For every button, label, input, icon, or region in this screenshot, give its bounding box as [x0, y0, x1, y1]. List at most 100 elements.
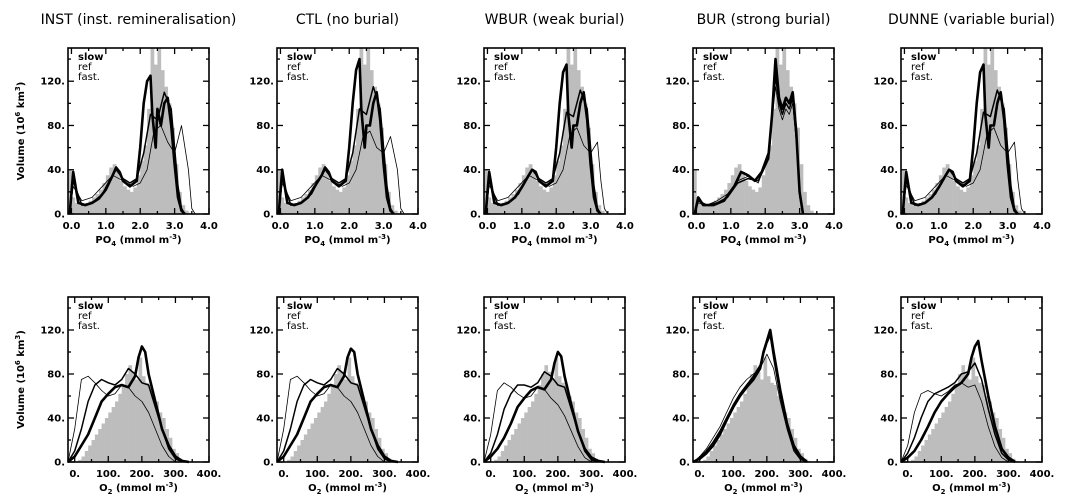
histogram-bar — [743, 393, 748, 462]
legend-entry: fast. — [703, 72, 725, 83]
legend-entry: fast. — [78, 321, 100, 332]
histogram-bar — [347, 357, 352, 462]
histogram-bar — [81, 456, 86, 462]
histogram-bar — [290, 205, 295, 214]
histogram-bar — [364, 401, 368, 462]
histogram-bar — [125, 374, 129, 462]
histogram-bar — [949, 171, 953, 214]
histogram-bar — [497, 456, 502, 462]
histogram-bar — [921, 200, 926, 214]
histogram-bar — [342, 187, 347, 214]
histogram-bar — [600, 210, 605, 214]
plot-frame — [67, 296, 210, 463]
histogram-bar — [344, 379, 348, 462]
x-axis-label: PO4 (mmol m-3) — [95, 233, 181, 248]
x-tick-label: 3.0 — [166, 221, 184, 232]
histogram-bar — [696, 197, 701, 214]
histogram-bar — [369, 70, 374, 214]
histogram-bar — [746, 385, 751, 462]
x-axis-label: PO4 (mmol m-3) — [511, 233, 597, 248]
histogram-bar — [320, 407, 325, 462]
series-line-fast — [900, 382, 1009, 463]
histogram-bar — [352, 145, 357, 214]
series-line-fast — [276, 375, 385, 463]
panel-title: INST (inst. remineralisation) — [41, 12, 237, 28]
histogram-bar — [763, 357, 768, 462]
x-tick-label: 0.0 — [688, 221, 706, 232]
histogram-bar — [547, 371, 552, 462]
x-tick-label: 3.0 — [375, 221, 393, 232]
histogram-bar — [155, 401, 159, 462]
histogram-bar — [294, 202, 298, 214]
series-line-fast — [902, 127, 1026, 215]
series-line-ref — [901, 89, 1019, 215]
series-line-ref — [277, 85, 395, 215]
plot-frame — [692, 47, 835, 215]
y-tick-label: 120. — [665, 326, 690, 337]
x-tick-label: 0.0 — [63, 221, 81, 232]
histogram-bar — [789, 86, 794, 214]
y-tick-label: 0. — [887, 210, 898, 221]
histogram-bar — [297, 445, 301, 462]
y-tick-label: 120. — [456, 77, 481, 88]
histogram-bar — [135, 379, 139, 462]
histogram-bar — [981, 385, 986, 462]
histogram-bar — [799, 164, 804, 214]
y-tick-label: 80. — [880, 370, 898, 381]
histogram-bar — [775, 48, 780, 214]
histogram-bar — [340, 371, 345, 462]
histogram-bar — [945, 164, 950, 214]
y-tick-label: 120. — [40, 326, 65, 337]
histogram-bar — [136, 175, 141, 214]
histogram-bar — [487, 197, 492, 214]
histogram-bar — [148, 385, 153, 462]
histogram-bar — [504, 200, 509, 214]
histogram-bar — [730, 175, 735, 214]
legend-entry: fast. — [911, 321, 933, 332]
histogram-bar — [167, 103, 172, 214]
histogram-bar — [990, 48, 995, 214]
y-tick-label: 80. — [256, 370, 274, 381]
histogram-bar — [92, 197, 96, 214]
series-line-fast — [278, 130, 405, 215]
x-tick-label: 0. — [69, 469, 80, 480]
histogram-bar — [520, 418, 525, 462]
histogram-bar — [121, 385, 126, 462]
histogram-bar — [918, 202, 922, 214]
histogram-bar — [727, 183, 732, 214]
histogram-bar — [944, 407, 949, 462]
histogram-bar — [809, 210, 814, 214]
y-axis-label: Volume (106 km3) — [14, 330, 27, 429]
histogram-bar — [525, 167, 530, 214]
histogram-bar — [74, 202, 79, 214]
histogram-bar — [736, 407, 741, 462]
x-tick-label: 200. — [755, 469, 780, 480]
histogram-bar — [521, 175, 526, 214]
series-line-fast — [69, 125, 196, 215]
series-line-slow — [692, 328, 808, 464]
x-tick-label: 0.0 — [272, 221, 290, 232]
histogram-bar — [556, 160, 560, 214]
y-tick-label: 0. — [679, 210, 690, 221]
x-axis-label: O2 (mmol m-3) — [99, 481, 178, 496]
histogram-bar — [380, 127, 384, 214]
histogram-bar — [105, 175, 110, 214]
histogram-bar — [925, 197, 929, 214]
histogram-bar — [287, 205, 292, 214]
histogram-bar — [911, 459, 915, 462]
histogram-bar — [785, 70, 790, 214]
histogram-bar — [914, 456, 919, 462]
series-line-ref — [67, 367, 183, 463]
legend-entry: slow — [287, 301, 313, 312]
histogram-bar — [111, 407, 116, 462]
histogram-bar — [81, 205, 86, 214]
x-tick-label: 0. — [902, 469, 913, 480]
legend-entry: slow — [703, 52, 729, 63]
y-tick-label: 80. — [463, 370, 481, 381]
histogram-bar — [184, 210, 189, 214]
histogram-bar — [544, 365, 549, 462]
histogram-bar — [991, 412, 996, 462]
histogram-bar — [978, 382, 982, 462]
legend-entry: ref — [494, 311, 508, 322]
legend-entry: slow — [78, 301, 104, 312]
